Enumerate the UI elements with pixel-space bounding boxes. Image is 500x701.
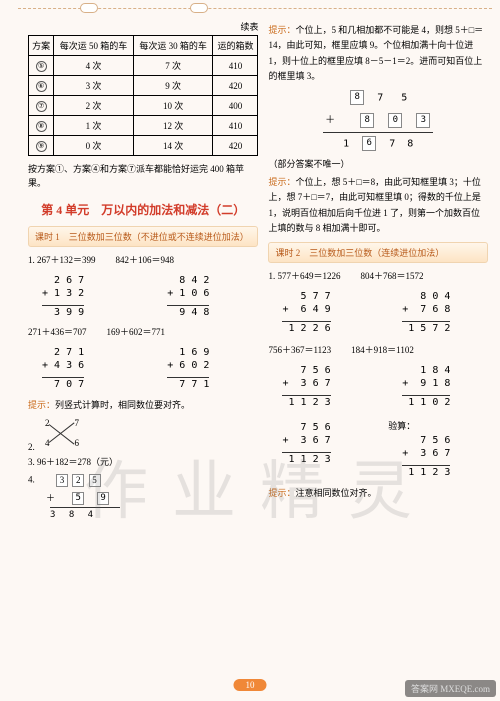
note-not-unique: （部分答案不唯一） (268, 157, 488, 172)
hint-2-text: 列竖式计算时，相同数位要对齐。 (55, 400, 190, 410)
item-3: 3. 96＋182＝278（元） (28, 455, 258, 470)
eq-2b: 169＋602＝771 (107, 325, 166, 338)
lesson-1-title: 课时 1 三位数加三位数（不进位或不连续进位加法） (28, 226, 258, 247)
right-hint-3: 注意相同数位对齐。 (296, 488, 377, 498)
vertical-add-2b: 1 6 9 + 6 0 2 (167, 346, 209, 372)
table-header: 每次运 30 箱的车 (133, 36, 213, 56)
table-conclusion: 按方案①、方案④和方案⑦派车都能恰好运完 400 箱苹果。 (28, 162, 258, 191)
vertical-add-1b: 8 4 2 + 1 0 6 (167, 274, 209, 300)
eq-2a: 271＋436＝707 (28, 325, 87, 338)
table-row: ⑧1 次12 次410 (29, 116, 258, 136)
r-eq-1b: 804＋768＝1572 (361, 269, 424, 282)
page-number: 10 (234, 679, 267, 691)
r-eq-2b: 184＋918＝1102 (351, 343, 414, 356)
table-row: ⑤4 次7 次410 (29, 56, 258, 76)
vertical-add-2a: 2 7 1 + 4 3 6 (42, 346, 84, 372)
unit-title: 第 4 单元 万以内的加法和减法（二） (28, 201, 258, 218)
vertical-box-1: 8 7 5 ＋ 8 0 3 1 6 7 8 (268, 90, 488, 151)
continued-label: 续表 (28, 20, 258, 33)
item-2-cross: 2. 2 7 4 6 (28, 416, 258, 452)
right-hint-2: 提示：个位上，想 5＋□＝8，由此可知框里填 3；十位上，想 7＋□＝7，由此可… (268, 175, 488, 236)
lesson-2-title: 课时 2 三位数加三位数（连续进位加法） (268, 242, 488, 263)
hint-label: 提示： (28, 400, 55, 410)
table-header: 每次运 50 箱的车 (54, 36, 134, 56)
table-header: 方案 (29, 36, 54, 56)
eq-1b: 842＋106＝948 (116, 253, 175, 266)
corner-watermark: 答案网 MXEQE.com (405, 680, 496, 697)
table-row: ⑨0 次14 次420 (29, 136, 258, 156)
eq-1a: 1. 267＋132＝399 (28, 253, 96, 266)
table-header: 运的箱数 (213, 36, 258, 56)
r-eq-1a: 1. 577＋649＝1226 (268, 269, 340, 282)
schedule-table: 方案每次运 50 箱的车每次运 30 箱的车运的箱数 ⑤4 次7 次410⑥3 … (28, 35, 258, 156)
table-row: ⑦2 次10 次400 (29, 96, 258, 116)
r-eq-2a: 756＋367＝1123 (268, 343, 331, 356)
right-hint-1: 提示：个位上，5 和几相加都不可能是 4，则想 5＋□＝14，由此可知，框里应填… (268, 23, 488, 84)
item-4: 4. 3 2 5 ＋ 5 9 3 8 4 (28, 474, 258, 520)
vertical-add-1a: 2 6 7 + 1 3 2 (42, 274, 84, 300)
table-row: ⑥3 次9 次420 (29, 76, 258, 96)
